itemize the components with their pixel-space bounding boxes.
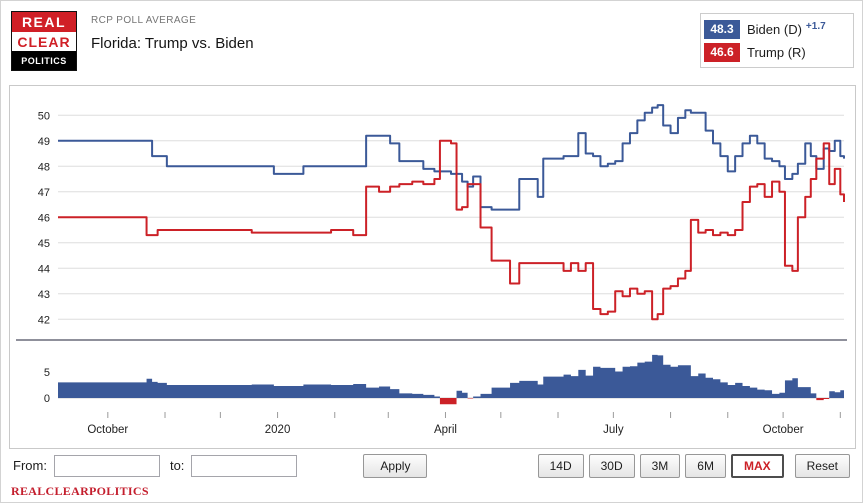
svg-text:2020: 2020 — [265, 424, 291, 436]
titles: RCP POLL AVERAGE Florida: Trump vs. Bide… — [91, 15, 254, 52]
svg-text:April: April — [434, 424, 457, 436]
rcp-logo[interactable]: REAL CLEAR POLITICS — [11, 11, 77, 71]
rcp-logo-real: REAL — [12, 12, 76, 32]
svg-text:October: October — [763, 424, 804, 436]
header: REAL CLEAR POLITICS RCP POLL AVERAGE Flo… — [11, 9, 854, 79]
range-3m-button[interactable]: 3M — [639, 453, 681, 478]
date-range-controls: From: to: Apply 14D 30D 3M 6M MAX Reset — [13, 452, 850, 479]
svg-text:5: 5 — [44, 367, 50, 379]
svg-text:46: 46 — [38, 212, 50, 224]
svg-text:47: 47 — [38, 187, 50, 199]
range-max-button[interactable]: MAX — [730, 453, 784, 478]
trump-value-badge: 46.6 — [704, 42, 740, 62]
svg-text:48: 48 — [38, 161, 50, 173]
apply-button[interactable]: Apply — [363, 453, 428, 478]
svg-text:45: 45 — [38, 238, 50, 250]
svg-text:50: 50 — [38, 110, 50, 122]
svg-text:October: October — [87, 424, 128, 436]
rcp-poll-average-label: RCP POLL AVERAGE — [91, 15, 197, 26]
to-label: to: — [169, 458, 185, 473]
page-title: Florida: Trump vs. Biden — [91, 35, 254, 52]
chart-panel: 50 49 48 47 46 45 44 43 42 October 2020 April July Oc… — [9, 85, 856, 449]
legend-item-biden: 48.3 Biden (D) +1.7 — [704, 18, 850, 40]
biden-value-badge: 48.3 — [704, 19, 740, 39]
rcp-logo-politics: POLITICS — [12, 51, 76, 70]
trump-legend-label: Trump (R) — [747, 44, 806, 60]
range-6m-button[interactable]: 6M — [685, 453, 726, 478]
range-30d-button[interactable]: 30D — [588, 453, 635, 478]
legend-item-trump: 46.6 Trump (R) — [704, 41, 850, 63]
realclearpolitics-watermark: REALCLEARPOLITICS — [11, 484, 149, 498]
svg-text:0: 0 — [44, 393, 50, 405]
date-from-input[interactable] — [53, 454, 160, 477]
svg-text:July: July — [603, 424, 624, 436]
biden-lead-delta: +1.7 — [805, 20, 826, 32]
reset-button[interactable]: Reset — [794, 453, 850, 478]
from-label: From: — [13, 458, 47, 473]
svg-text:44: 44 — [38, 263, 50, 275]
poll-legend: 48.3 Biden (D) +1.7 46.6 Trump (R) — [700, 13, 854, 68]
rcp-logo-clear: CLEAR — [12, 32, 76, 51]
biden-legend-label: Biden (D) — [747, 21, 802, 37]
svg-text:49: 49 — [38, 136, 50, 148]
date-to-input[interactable] — [191, 454, 298, 477]
range-14d-button[interactable]: 14D — [537, 453, 584, 478]
svg-text:43: 43 — [38, 289, 50, 301]
range-button-group: 14D 30D 3M 6M MAX Reset — [537, 453, 850, 478]
svg-text:42: 42 — [38, 314, 50, 326]
